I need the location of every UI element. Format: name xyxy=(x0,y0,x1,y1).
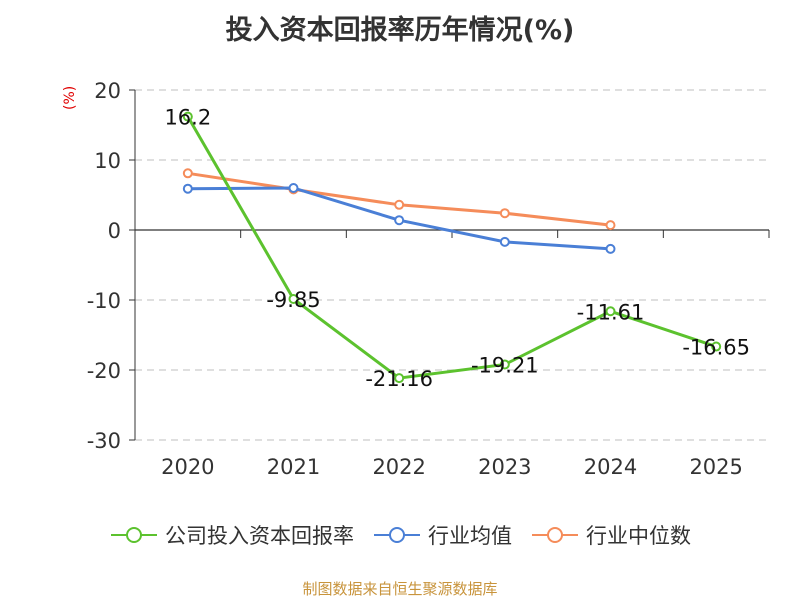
x-tick-label: 2020 xyxy=(161,455,214,479)
data-point xyxy=(394,373,405,384)
data-point xyxy=(711,341,722,352)
data-label: -9.85 xyxy=(266,288,320,312)
legend-item-industry-mean[interactable]: 行业均值 xyxy=(372,520,512,550)
legend-label-industry-mean: 行业均值 xyxy=(428,524,512,548)
data-label: -21.16 xyxy=(365,367,433,391)
legend: 公司投入资本回报率 行业均值 行业中位数 xyxy=(0,520,800,550)
y-tick-label: -30 xyxy=(87,429,121,453)
data-label: 16.2 xyxy=(164,106,211,130)
data-point xyxy=(605,220,616,231)
data-point xyxy=(182,111,193,122)
data-point xyxy=(499,359,510,370)
y-tick-label: 0 xyxy=(108,219,121,243)
data-point xyxy=(182,168,193,179)
data-point xyxy=(394,215,405,226)
data-point xyxy=(605,243,616,254)
legend-symbol-industry-mean xyxy=(374,527,420,543)
series-line xyxy=(186,115,717,380)
data-point xyxy=(605,306,616,317)
data-point xyxy=(499,208,510,219)
source-footer: 制图数据来自恒生聚源数据库 xyxy=(302,580,498,598)
legend-symbol-company xyxy=(111,527,157,543)
data-point xyxy=(288,293,299,304)
data-point xyxy=(182,183,193,194)
x-tick-label: 2025 xyxy=(689,455,742,479)
legend-item-industry-median[interactable]: 行业中位数 xyxy=(530,520,691,550)
x-tick-label: 2024 xyxy=(584,455,637,479)
x-tick-label: 2023 xyxy=(478,455,531,479)
x-tick-label: 2022 xyxy=(372,455,425,479)
data-label: -19.21 xyxy=(471,353,539,377)
data-point xyxy=(499,236,510,247)
y-tick-label: 20 xyxy=(94,79,121,103)
y-tick-label: 10 xyxy=(94,149,121,173)
data-point xyxy=(394,199,405,210)
legend-item-company[interactable]: 公司投入资本回报率 xyxy=(109,520,354,550)
legend-label-industry-median: 行业中位数 xyxy=(586,524,691,548)
legend-symbol-industry-median xyxy=(532,527,578,543)
y-tick-label: -20 xyxy=(87,359,121,383)
chart-title: 投入资本回报率历年情况(%) xyxy=(225,15,575,46)
data-point xyxy=(288,183,299,193)
legend-label-company: 公司投入资本回报率 xyxy=(165,524,354,548)
data-label: -11.61 xyxy=(577,300,645,324)
x-tick-label: 2021 xyxy=(267,455,320,479)
data-label: -16.65 xyxy=(682,336,750,360)
y-tick-label: -10 xyxy=(87,289,121,313)
